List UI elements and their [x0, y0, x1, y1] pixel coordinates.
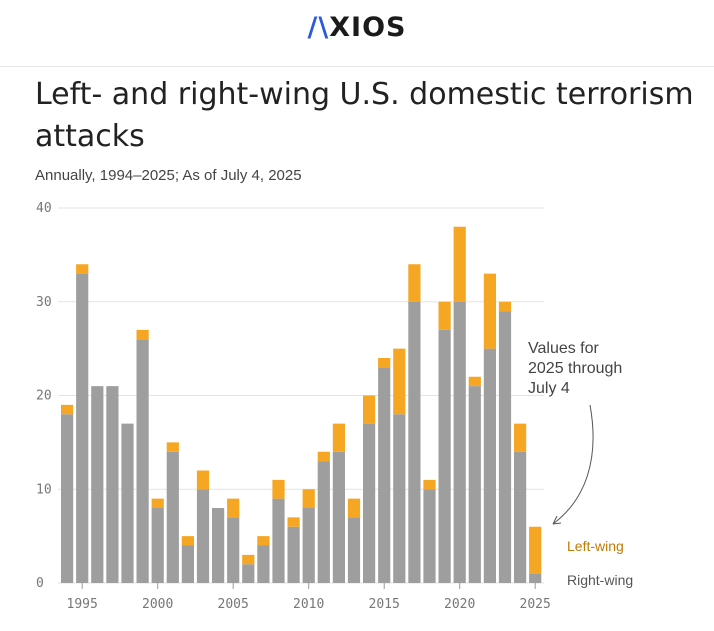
x-tick-label: 2015: [369, 597, 400, 612]
bar-left-wing: [438, 301, 451, 330]
bar-right-wing: [423, 489, 436, 583]
x-tick-label: 2025: [520, 597, 551, 612]
bar-right-wing: [76, 273, 89, 583]
bar-right-wing: [181, 545, 194, 583]
legend-left-wing: Left-wing: [567, 538, 624, 554]
bar-left-wing: [393, 348, 406, 415]
bar-left-wing: [196, 470, 210, 490]
bar-right-wing: [227, 517, 240, 583]
bar-left-wing: [181, 536, 194, 546]
y-tick-label: 10: [36, 482, 52, 497]
x-tick-label: 2020: [444, 597, 475, 612]
logo-text: XIOS: [329, 12, 407, 43]
bar-right-wing: [363, 423, 376, 583]
bar-right-wing: [332, 451, 345, 583]
legend-right-wing: Right-wing: [567, 572, 633, 588]
x-tick-label: 2000: [142, 597, 173, 612]
bar-right-wing: [317, 461, 330, 583]
y-tick-label: 30: [36, 295, 52, 310]
bar-right-wing: [242, 564, 255, 583]
bar-left-wing: [272, 479, 285, 499]
bar-left-wing: [363, 395, 376, 424]
axios-logo[interactable]: /\XIOS: [0, 12, 714, 43]
bar-right-wing: [212, 508, 225, 583]
bar-left-wing: [61, 404, 74, 415]
chart-subtitle: Annually, 1994–2025; As of July 4, 2025: [35, 167, 302, 184]
bar-right-wing: [91, 386, 104, 583]
bar-left-wing: [347, 498, 361, 518]
annotation-text: July 4: [528, 380, 570, 397]
y-tick-label: 40: [36, 201, 52, 216]
bar-right-wing: [468, 386, 481, 583]
x-tick-label: 2005: [218, 597, 249, 612]
bar-left-wing: [378, 358, 391, 368]
annotation-text: 2025 through: [528, 360, 622, 377]
x-tick-label: 1995: [67, 597, 98, 612]
annotation-text: Values for: [528, 340, 600, 357]
bar-right-wing: [272, 498, 285, 583]
bar-left-wing: [483, 273, 496, 349]
bar-right-wing: [136, 339, 149, 583]
annotation-arrowhead: [552, 515, 562, 525]
bar-left-wing: [468, 376, 481, 387]
bar-left-wing: [257, 536, 270, 546]
bar-left-wing: [453, 226, 466, 302]
bar-right-wing: [514, 451, 527, 583]
bar-left-wing: [227, 498, 240, 518]
bar-left-wing: [151, 498, 164, 508]
bar-right-wing: [483, 348, 496, 583]
bar-right-wing: [121, 423, 134, 583]
bar-right-wing: [166, 451, 179, 583]
bar-right-wing: [393, 414, 406, 583]
bar-left-wing: [332, 423, 345, 452]
bars: [61, 226, 542, 583]
legend: Left-wing Right-wing: [567, 538, 633, 588]
bar-right-wing: [257, 545, 270, 583]
y-tick-label: 0: [36, 576, 44, 591]
bar-left-wing: [423, 479, 436, 490]
bar-right-wing: [106, 386, 119, 583]
bar-left-wing: [302, 489, 315, 508]
chart-title: Left- and right-wing U.S. domestic terro…: [35, 77, 694, 154]
x-tick-label: 2010: [293, 597, 324, 612]
y-tick-label: 20: [36, 389, 52, 404]
annotation-arrow: [552, 404, 594, 525]
bar-left-wing: [136, 329, 149, 340]
annotation: Values for 2025 through July 4: [528, 340, 622, 525]
bar-left-wing: [514, 423, 527, 452]
bar-right-wing: [438, 329, 451, 583]
bar-right-wing: [498, 311, 512, 583]
bar-left-wing: [317, 451, 330, 462]
bar-right-wing: [378, 367, 391, 583]
logo-mark: /\: [307, 12, 330, 43]
y-axis-ticks: 0 10 20 30 40: [36, 201, 52, 591]
bar-right-wing: [287, 526, 300, 583]
header-bar: /\XIOS: [0, 0, 714, 67]
bar-right-wing: [196, 489, 210, 583]
bar-left-wing: [242, 554, 255, 565]
bar-right-wing: [61, 414, 74, 583]
bar-right-wing: [529, 573, 542, 583]
bar-right-wing: [151, 508, 164, 583]
bar-left-wing: [498, 301, 512, 312]
bar-left-wing: [408, 264, 421, 302]
bar-left-wing: [166, 442, 179, 452]
bar-right-wing: [408, 301, 421, 583]
bar-left-wing: [287, 517, 300, 527]
bar-left-wing: [76, 264, 89, 274]
bar-left-wing: [529, 526, 542, 574]
x-axis-ticks: 1995 2000 2005 2010 2015 2020 2025: [67, 583, 551, 612]
bar-right-wing: [302, 508, 315, 583]
bar-right-wing: [347, 517, 361, 583]
bar-right-wing: [453, 301, 466, 583]
